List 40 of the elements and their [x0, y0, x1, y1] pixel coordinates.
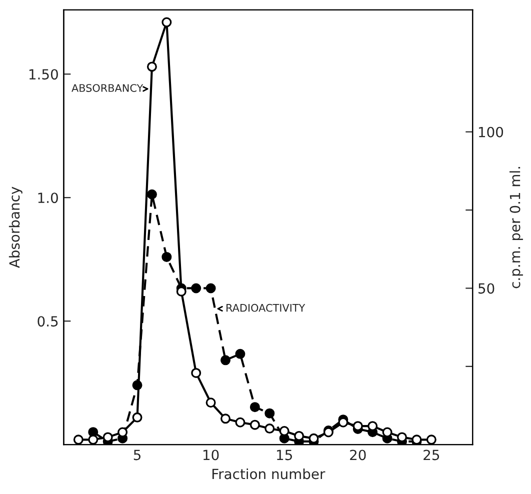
point — [73, 434, 84, 445]
point — [88, 434, 98, 445]
point — [382, 427, 392, 438]
annotation: ABSORBANCY — [72, 84, 144, 92]
point — [294, 430, 304, 441]
point — [279, 426, 290, 436]
point — [206, 398, 216, 408]
y2-tick-label: 50 — [478, 283, 494, 294]
point — [235, 417, 246, 428]
y-tick-label: 1.50 — [29, 69, 58, 80]
point — [250, 402, 260, 412]
point — [235, 348, 246, 359]
point — [264, 424, 275, 434]
x-axis-title: Fraction number — [212, 468, 326, 480]
point — [308, 433, 319, 444]
annotation: RADIOACTIVITY — [226, 304, 306, 312]
point — [220, 355, 231, 366]
x-tick-label: 15 — [277, 450, 292, 460]
point — [118, 427, 128, 438]
y2-tick-label: 100 — [478, 126, 504, 138]
point — [264, 408, 275, 418]
y-tick-label: 0.5 — [38, 316, 58, 327]
x-tick-label: 20 — [350, 450, 366, 460]
x-tick-label: 5 — [134, 450, 140, 460]
x-tick-label: 25 — [424, 450, 440, 460]
y-axis-title: Absorbancy — [8, 186, 22, 268]
point — [206, 283, 216, 294]
point — [426, 434, 436, 445]
y-tick-label: 1.0 — [38, 192, 58, 204]
point — [220, 414, 231, 424]
point — [250, 420, 260, 430]
y2-axis-title: c.p.m. per 0.1 ml. — [510, 167, 523, 288]
point — [191, 283, 202, 294]
point — [162, 252, 172, 262]
point — [162, 17, 172, 28]
x-tick-label: 10 — [203, 450, 219, 460]
point — [146, 189, 157, 200]
point — [146, 62, 157, 72]
point — [132, 412, 142, 422]
point — [191, 368, 202, 378]
